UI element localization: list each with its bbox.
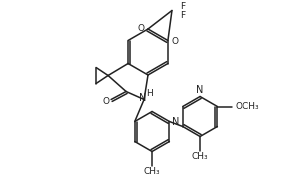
Text: F: F	[180, 11, 185, 20]
Text: H: H	[146, 89, 152, 98]
Text: N: N	[139, 93, 147, 103]
Text: N: N	[196, 84, 204, 95]
Text: CH₃: CH₃	[144, 167, 160, 176]
Text: N: N	[172, 117, 179, 127]
Text: OCH₃: OCH₃	[236, 102, 259, 111]
Text: O: O	[103, 97, 110, 106]
Text: F: F	[180, 2, 185, 11]
Text: CH₃: CH₃	[192, 152, 208, 161]
Text: O: O	[138, 23, 145, 33]
Text: O: O	[171, 37, 178, 46]
